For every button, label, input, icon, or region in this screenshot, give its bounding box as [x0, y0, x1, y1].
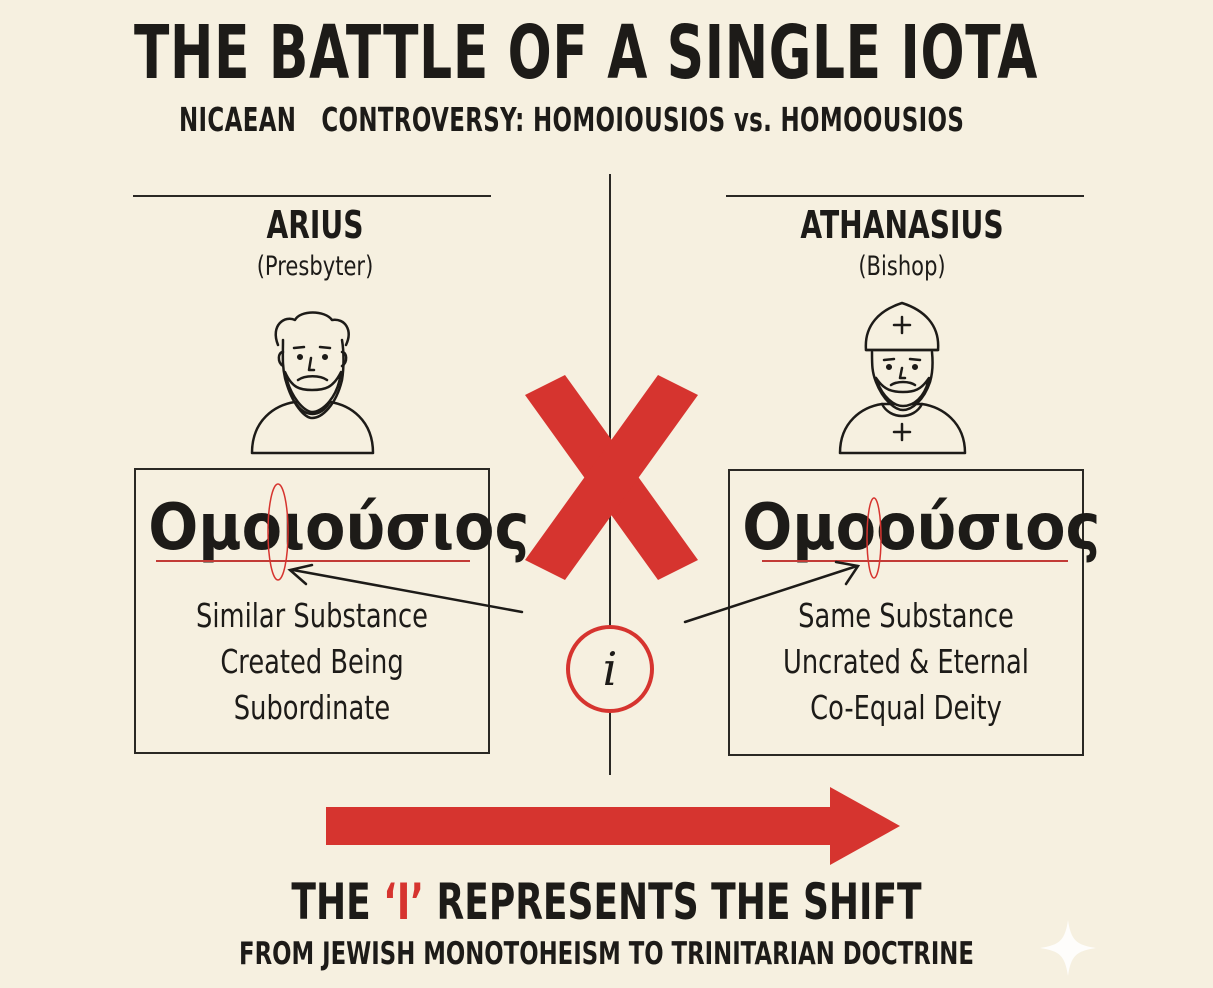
athanasius-role: (Bishop) [858, 251, 946, 282]
homoousios-underline [762, 560, 1068, 562]
iota-highlight-left [267, 483, 289, 581]
shift-title-accent: ‘I’ [383, 873, 424, 931]
athanasius-point: Co-Equal Deity [810, 688, 1002, 727]
right-heading-rule [726, 195, 1084, 197]
athanasius-point: Uncrated & Eternal [783, 642, 1029, 681]
athanasius-point: Same Substance [798, 596, 1014, 635]
left-heading-rule [133, 195, 491, 197]
arius-point: Subordinate [233, 688, 391, 727]
iota-symbol: i [603, 642, 618, 696]
arius-term-box [134, 468, 490, 754]
arius-point: Similar Substance [196, 596, 428, 635]
homoousios-term: Ομοούσιος [742, 491, 1101, 565]
arrow-to-homoousios [683, 560, 861, 624]
shift-title-before: THE [291, 873, 384, 931]
athanasius-points: Same Substance Uncrated & Eternal Co-Equ… [767, 593, 1045, 731]
homoiousios-term: Ομοιούσιος [148, 491, 530, 565]
main-title: THE BATTLE OF A SINGLE IOTA [134, 10, 1039, 96]
athanasius-term-box [728, 469, 1084, 756]
iota-highlight-right [866, 497, 882, 579]
shift-subtitle: FROM JEWISH MONOTOHEISM TO TRINITARIAN D… [239, 936, 974, 972]
bishop-with-mitre-icon [838, 301, 967, 455]
subtitle: NICAEAN CONTROVERSY: HOMOIOUSIOS vs. HOM… [179, 100, 965, 139]
arius-role: (Presbyter) [256, 251, 374, 282]
shift-title: THE ‘I’ REPRESENTS THE SHIFT [170, 872, 1043, 932]
arius-points: Similar Substance Created Being Subordin… [173, 593, 451, 731]
arius-name: ARIUS [266, 203, 364, 247]
shift-arrow-icon [326, 787, 900, 865]
iota-circle [566, 625, 654, 713]
bearded-man-icon [250, 311, 375, 455]
arrow-to-homoiousios [287, 563, 524, 614]
red-x-icon [525, 375, 698, 580]
shift-title-after: REPRESENTS THE SHIFT [423, 873, 922, 931]
sparkle-icon [1040, 920, 1096, 976]
homoiousios-underline [156, 560, 470, 562]
athanasius-name: ATHANASIUS [800, 203, 1004, 247]
arius-point: Created Being [220, 642, 404, 681]
